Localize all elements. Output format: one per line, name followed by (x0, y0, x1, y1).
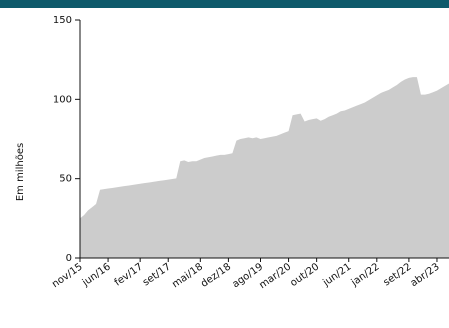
x-tick-label: jun/21 (320, 261, 353, 289)
x-tick-label: set/17 (141, 261, 173, 288)
y-axis-label: Em milhões (15, 143, 26, 201)
x-tick-label: nov/15 (50, 261, 85, 290)
y-tick-label: 0 (66, 253, 72, 264)
x-tick-label: fev/17 (113, 261, 145, 288)
area (80, 77, 449, 259)
x-tick-label: out/20 (288, 261, 321, 289)
x-tick-label: mai/18 (170, 261, 205, 290)
x-tick-label: jun/16 (80, 261, 113, 289)
y-tick-label: 100 (53, 94, 72, 105)
y-tick-label: 50 (59, 174, 72, 185)
x-tick-label: mar/20 (257, 261, 293, 291)
x-tick-label: abr/23 (409, 261, 442, 289)
x-tick-label: dez/18 (199, 261, 233, 289)
x-tick-label: jan/22 (349, 261, 382, 289)
x-tick-label: set/22 (382, 261, 414, 288)
y-tick-label: 150 (53, 15, 72, 26)
header-band (0, 0, 449, 8)
